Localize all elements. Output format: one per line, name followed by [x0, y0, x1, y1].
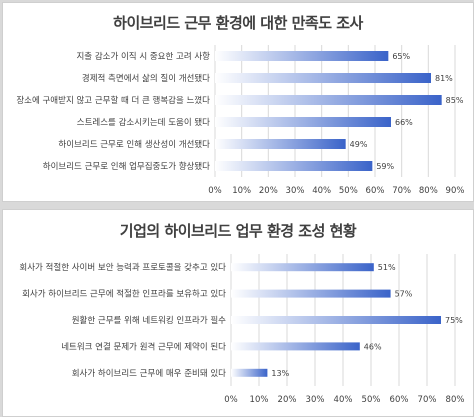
- chart-panel-satisfaction: 하이브리드 근무 환경에 대한 만족도 조사 0% 10% 20% 30% 40% 50%…: [2, 2, 474, 202]
- bar: [231, 263, 374, 272]
- category-label: 하이브리드 근무로 인해 업무집중도가 향상됐다: [43, 161, 210, 172]
- data-label: 65%: [392, 52, 410, 61]
- data-label: 57%: [395, 290, 413, 299]
- bar: [231, 342, 360, 351]
- data-label: 46%: [364, 342, 382, 351]
- data-label: 51%: [378, 263, 396, 272]
- x-tick-label: 60%: [366, 186, 385, 196]
- category-label: 스트레스를 감소시키는데 도움이 됐다: [77, 117, 210, 128]
- category-label: 회사가 하이브리드 근무에 적절한 인프라를 보유하고 있다: [22, 289, 226, 300]
- x-tick-label: 50%: [362, 395, 381, 405]
- x-tick-label: 10%: [232, 186, 251, 196]
- x-tick-label: 10%: [250, 395, 269, 405]
- data-label: 59%: [376, 162, 394, 171]
- category-label: 장소에 구애받지 않고 근무할 때 더 큰 행복감을 느꼈다: [16, 95, 210, 106]
- data-label: 49%: [350, 140, 368, 149]
- x-tick-label: 50%: [339, 186, 358, 196]
- chart-title: 기업의 하이브리드 업무 환경 조성 현황: [119, 222, 357, 240]
- category-label: 원활한 근무를 위해 네트워킹 인프라가 필수: [72, 315, 226, 326]
- bar: [215, 73, 431, 83]
- bar: [231, 368, 268, 377]
- x-tick-label: 70%: [392, 186, 411, 196]
- chart-panel-environment: 기업의 하이브리드 업무 환경 조성 현황 0% 10% 20% 30% 40% 50% 6…: [2, 209, 474, 417]
- chart-title: 하이브리드 근무 환경에 대한 만족도 조사: [113, 14, 363, 32]
- data-label: 81%: [435, 74, 453, 83]
- category-label: 회사가 적절한 사이버 보안 능력과 프로토콜을 갖추고 있다: [19, 262, 226, 273]
- x-tick-label: 80%: [419, 186, 438, 196]
- category-label: 경제적 측면에서 삶의 질이 개선됐다: [82, 73, 210, 84]
- bar: [215, 51, 389, 61]
- x-tick-label: 20%: [259, 186, 278, 196]
- category-label: 하이브리드 근무로 인해 생산성이 개선됐다: [58, 139, 210, 150]
- bar: [215, 117, 391, 127]
- category-label: 네트워크 연결 문제가 원격 근무에 제약이 된다: [61, 341, 226, 352]
- x-tick-label: 90%: [446, 186, 465, 196]
- bar: [215, 139, 346, 149]
- x-tick-label: 30%: [306, 395, 325, 405]
- bar: [215, 161, 373, 171]
- data-label: 85%: [446, 96, 464, 105]
- x-tick-label: 30%: [286, 186, 305, 196]
- data-label: 66%: [395, 118, 413, 127]
- x-tick-label: 20%: [278, 395, 297, 405]
- bar: [231, 316, 441, 324]
- x-tick-label: 80%: [446, 395, 465, 405]
- chart-environment-svg: 0% 10% 20% 30% 40% 50% 60% 70% 80% 회사가 적절한 사이버 보안…: [19, 254, 465, 405]
- chart-satisfaction-svg: 0% 10% 20% 30% 40% 50% 60% 70% 80% 90% 지출 감소가 이직 시…: [16, 45, 465, 196]
- data-label: 75%: [445, 316, 463, 325]
- x-tick-label: 60%: [390, 395, 409, 405]
- x-tick-label: 70%: [418, 395, 437, 405]
- bar: [215, 95, 442, 105]
- x-tick-label: 40%: [312, 186, 331, 196]
- x-tick-label: 0%: [208, 186, 222, 196]
- category-label: 회사가 하이브리드 근무에 매우 준비돼 있다: [72, 368, 226, 379]
- x-tick-label: 0%: [224, 395, 238, 405]
- category-label: 지출 감소가 이직 시 중요한 고려 사항: [76, 51, 210, 62]
- data-label: 13%: [271, 369, 289, 378]
- x-tick-label: 40%: [334, 395, 353, 405]
- bar: [231, 289, 391, 298]
